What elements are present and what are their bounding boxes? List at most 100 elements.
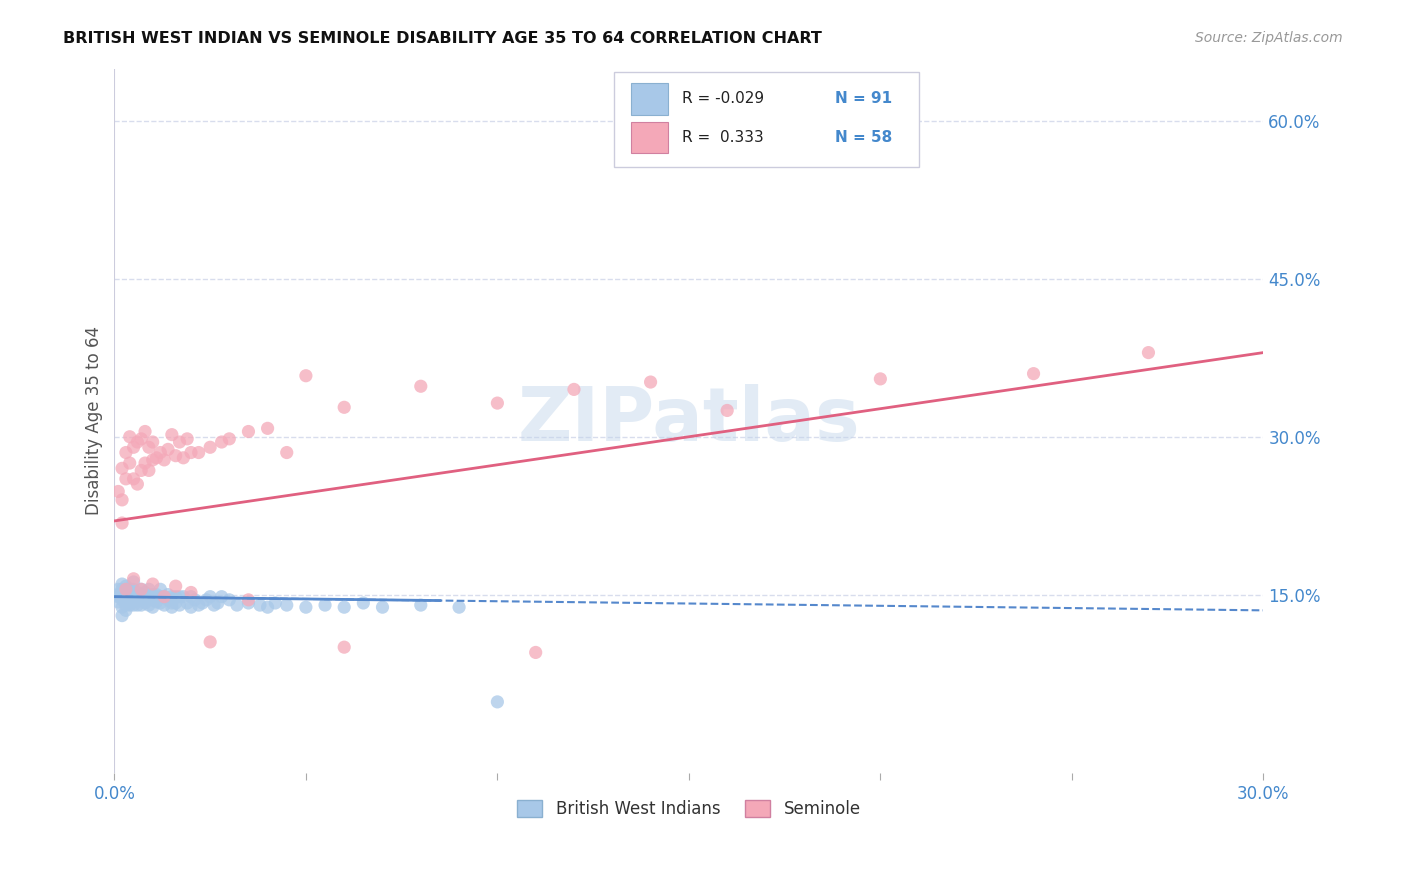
Text: BRITISH WEST INDIAN VS SEMINOLE DISABILITY AGE 35 TO 64 CORRELATION CHART: BRITISH WEST INDIAN VS SEMINOLE DISABILI… bbox=[63, 31, 823, 46]
Point bbox=[238, 592, 260, 607]
Text: Source: ZipAtlas.com: Source: ZipAtlas.com bbox=[1195, 31, 1343, 45]
Point bbox=[295, 600, 318, 615]
Point bbox=[129, 592, 152, 607]
Point bbox=[409, 379, 432, 393]
Point bbox=[333, 401, 356, 415]
Point bbox=[165, 449, 187, 463]
Point bbox=[142, 600, 165, 615]
Point bbox=[165, 579, 187, 593]
Point bbox=[111, 608, 134, 623]
Point bbox=[122, 582, 145, 597]
Point bbox=[1137, 345, 1160, 359]
Point bbox=[127, 592, 149, 607]
Point bbox=[165, 590, 187, 604]
Point bbox=[195, 592, 218, 607]
Point bbox=[115, 598, 138, 612]
Point bbox=[115, 472, 138, 486]
Point bbox=[202, 598, 225, 612]
Legend: British West Indians, Seminole: British West Indians, Seminole bbox=[510, 794, 868, 825]
Point bbox=[142, 577, 165, 591]
Point bbox=[486, 695, 509, 709]
Point bbox=[115, 582, 138, 597]
Point bbox=[138, 590, 160, 604]
Point bbox=[134, 596, 156, 610]
Point bbox=[122, 590, 145, 604]
Point bbox=[169, 590, 191, 604]
Point bbox=[238, 596, 260, 610]
Point bbox=[256, 421, 278, 435]
Point bbox=[562, 383, 585, 397]
Point bbox=[198, 635, 221, 649]
Point bbox=[107, 588, 129, 602]
Point bbox=[122, 588, 145, 602]
Point bbox=[111, 590, 134, 604]
Point bbox=[157, 592, 180, 607]
Point bbox=[218, 432, 240, 446]
Point bbox=[122, 595, 145, 609]
FancyBboxPatch shape bbox=[614, 72, 918, 167]
Point bbox=[138, 463, 160, 477]
Point bbox=[115, 582, 138, 597]
Point bbox=[187, 445, 209, 459]
Point bbox=[142, 435, 165, 450]
Text: N = 91: N = 91 bbox=[835, 91, 891, 106]
Point bbox=[111, 516, 134, 530]
Point bbox=[118, 592, 141, 607]
Point bbox=[122, 574, 145, 589]
Point bbox=[169, 598, 191, 612]
Point bbox=[111, 577, 134, 591]
Point bbox=[207, 596, 229, 610]
Point bbox=[165, 596, 187, 610]
Point bbox=[122, 472, 145, 486]
Text: R =  0.333: R = 0.333 bbox=[682, 130, 763, 145]
Point bbox=[129, 590, 152, 604]
Point bbox=[149, 582, 172, 597]
Point bbox=[295, 368, 318, 383]
Point bbox=[153, 598, 176, 612]
Point bbox=[1022, 367, 1045, 381]
Point bbox=[127, 477, 149, 491]
Point bbox=[138, 598, 160, 612]
Point bbox=[176, 432, 198, 446]
Point bbox=[249, 598, 271, 612]
Point bbox=[129, 588, 152, 602]
Point bbox=[486, 396, 509, 410]
Text: R = -0.029: R = -0.029 bbox=[682, 91, 763, 106]
Point bbox=[118, 598, 141, 612]
Point bbox=[111, 592, 134, 607]
Point bbox=[640, 375, 662, 389]
Point bbox=[314, 598, 336, 612]
Point bbox=[129, 582, 152, 597]
Point bbox=[122, 598, 145, 612]
Point bbox=[276, 598, 298, 612]
Point bbox=[115, 579, 138, 593]
Point bbox=[145, 595, 167, 609]
Point bbox=[111, 585, 134, 599]
Point bbox=[276, 445, 298, 459]
Point bbox=[211, 590, 233, 604]
Point bbox=[129, 598, 152, 612]
Point bbox=[524, 645, 547, 659]
Point bbox=[153, 590, 176, 604]
Bar bbox=[631, 121, 668, 153]
Point bbox=[157, 588, 180, 602]
Point bbox=[180, 590, 202, 604]
Point bbox=[149, 445, 172, 459]
Point bbox=[118, 590, 141, 604]
Y-axis label: Disability Age 35 to 64: Disability Age 35 to 64 bbox=[86, 326, 103, 516]
Point bbox=[160, 600, 183, 615]
Point bbox=[198, 590, 221, 604]
Point bbox=[138, 582, 160, 597]
Point bbox=[118, 456, 141, 470]
Point bbox=[111, 461, 134, 475]
Point bbox=[172, 450, 194, 465]
Point bbox=[138, 440, 160, 454]
Bar bbox=[631, 83, 668, 115]
Point bbox=[187, 598, 209, 612]
Point bbox=[264, 596, 287, 610]
Point bbox=[180, 445, 202, 459]
Point bbox=[122, 572, 145, 586]
Point bbox=[238, 425, 260, 439]
Point bbox=[333, 600, 356, 615]
Point bbox=[153, 453, 176, 467]
